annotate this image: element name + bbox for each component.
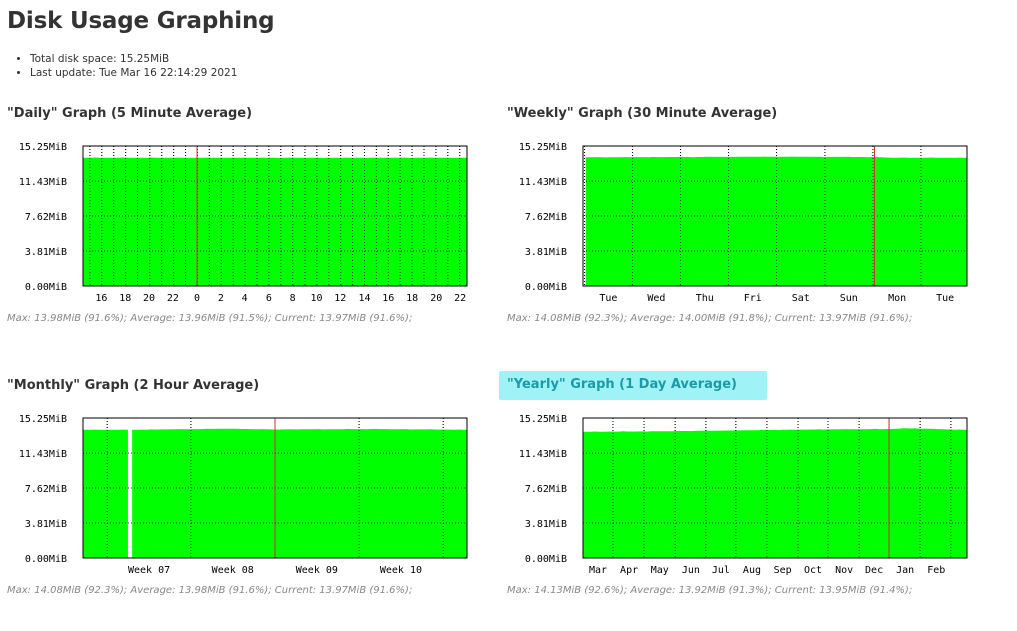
monthly-plot-border: [82, 417, 468, 559]
daily-x-tick-label: 0: [194, 293, 200, 304]
yearly-y-tick-label: 7.62MiB: [525, 484, 567, 495]
monthly-data-gap: [127, 419, 133, 558]
yearly-y-tick-label: 15.25MiB: [519, 414, 567, 425]
weekly-y-tick-label: 15.25MiB: [519, 142, 567, 153]
weekly-x-tick-label: Thu: [696, 293, 714, 304]
monthly-y-tick-label: 0.00MiB: [25, 554, 67, 565]
monthly-y-tick-label: 7.62MiB: [25, 484, 67, 495]
weekly-y-tick-label: 0.00MiB: [525, 282, 567, 293]
yearly-x-tick-label: Aug: [743, 565, 761, 576]
monthly-graph-title: "Monthly" Graph (2 Hour Average): [7, 378, 260, 393]
monthly-x-tick-label: Week 10: [380, 565, 422, 576]
yearly-y-tick-label: 0.00MiB: [525, 554, 567, 565]
weekly-graph-stats: Max: 14.08MiB (92.3%); Average: 14.00MiB…: [507, 313, 913, 324]
yearly-y-tick-label: 11.43MiB: [519, 449, 567, 460]
yearly-x-tick-label: Jun: [682, 565, 700, 576]
monthly-y-tick-label: 3.81MiB: [25, 519, 67, 530]
daily-graph-stats: Max: 13.98MiB (91.6%); Average: 13.96MiB…: [7, 313, 413, 324]
yearly-x-tick-label: Apr: [620, 565, 638, 576]
daily-x-tick-label: 14: [358, 293, 370, 304]
weekly-x-tick-label: Fri: [744, 293, 762, 304]
monthly-graph-chart: 0.00MiB 3.81MiB 7.62MiB 11.43MiB 15.25MiB Wee…: [19, 414, 468, 576]
yearly-usage-area: [583, 428, 967, 558]
info-list: Total disk space: 15.25MiB Last update: …: [30, 52, 237, 80]
yearly-graph-panel: "Yearly" Graph (1 Day Average) 0.00MiB 3.…: [499, 371, 1007, 618]
daily-graph-panel: "Daily" Graph (5 Minute Average) 0.00MiB…: [7, 106, 507, 346]
weekly-x-tick-label: Mon: [888, 293, 906, 304]
weekly-plot-border: [582, 145, 968, 287]
yearly-graph-chart: 0.00MiB 3.81MiB 7.62MiB 11.43MiB 15.25MiB Mar…: [519, 414, 968, 576]
yearly-x-tick-label: Jan: [896, 565, 914, 576]
daily-y-tick-label: 0.00MiB: [25, 282, 67, 293]
daily-x-tick-label: 22: [167, 293, 179, 304]
weekly-y-tick-label: 3.81MiB: [525, 247, 567, 258]
daily-x-tick-label: 22: [454, 293, 466, 304]
weekly-graph-title: "Weekly" Graph (30 Minute Average): [507, 106, 778, 121]
monthly-graph-panel: "Monthly" Graph (2 Hour Average) 0.00MiB…: [7, 378, 507, 618]
daily-y-tick-label: 7.62MiB: [25, 212, 67, 223]
weekly-x-tick-label: Tue: [936, 293, 954, 304]
daily-x-tick-label: 18: [406, 293, 418, 304]
yearly-x-tick-label: Mar: [589, 565, 607, 576]
yearly-x-tick-label: Feb: [927, 565, 945, 576]
daily-graph-title: "Daily" Graph (5 Minute Average): [7, 106, 253, 121]
daily-graph-chart: 0.00MiB 3.81MiB 7.62MiB 11.43MiB 15.25MiB 16 1…: [19, 142, 468, 304]
weekly-y-tick-label: 7.62MiB: [525, 212, 567, 223]
monthly-y-tick-label: 11.43MiB: [19, 449, 67, 460]
weekly-x-tick-label: Tue: [599, 293, 617, 304]
daily-x-tick-label: 16: [95, 293, 107, 304]
yearly-x-tick-label: Sep: [774, 565, 792, 576]
daily-x-tick-label: 16: [382, 293, 394, 304]
daily-x-tick-label: 6: [266, 293, 272, 304]
monthly-graph-stats: Max: 14.08MiB (92.3%); Average: 13.98MiB…: [7, 585, 413, 596]
yearly-x-tick-label: Jul: [712, 565, 730, 576]
weekly-graph-chart: 0.00MiB 3.81MiB 7.62MiB 11.43MiB 15.25MiB Tue…: [519, 142, 968, 304]
yearly-y-tick-label: 3.81MiB: [525, 519, 567, 530]
yearly-x-tick-label: Oct: [804, 565, 822, 576]
yearly-x-tick-label: Dec: [865, 565, 883, 576]
yearly-x-tick-label: May: [651, 565, 669, 576]
yearly-plot-border: [582, 417, 968, 559]
daily-x-tick-label: 4: [242, 293, 248, 304]
daily-x-tick-label: 8: [290, 293, 296, 304]
weekly-x-tick-label: Wed: [647, 293, 665, 304]
weekly-x-tick-label: Sun: [840, 293, 858, 304]
weekly-x-tick-label: Sat: [792, 293, 810, 304]
daily-usage-area: [83, 157, 467, 286]
weekly-y-tick-label: 11.43MiB: [519, 177, 567, 188]
daily-x-tick-label: 10: [310, 293, 322, 304]
monthly-y-tick-label: 15.25MiB: [19, 414, 67, 425]
daily-x-tick-label: 12: [334, 293, 346, 304]
daily-x-tick-label: 20: [430, 293, 442, 304]
monthly-x-tick-label: Week 09: [296, 565, 338, 576]
yearly-graph-title: "Yearly" Graph (1 Day Average): [499, 371, 767, 400]
daily-y-tick-label: 15.25MiB: [19, 142, 67, 153]
total-disk-space: Total disk space: 15.25MiB: [30, 52, 237, 66]
daily-y-tick-label: 11.43MiB: [19, 177, 67, 188]
yearly-graph-stats: Max: 14.13MiB (92.6%); Average: 13.92MiB…: [507, 585, 913, 596]
last-update: Last update: Tue Mar 16 22:14:29 2021: [30, 66, 237, 80]
monthly-x-tick-label: Week 07: [128, 565, 170, 576]
daily-plot-border: [82, 145, 468, 287]
monthly-x-tick-label: Week 08: [212, 565, 254, 576]
daily-x-tick-label: 2: [218, 293, 224, 304]
daily-y-tick-label: 3.81MiB: [25, 247, 67, 258]
daily-x-tick-label: 20: [143, 293, 155, 304]
page-title: Disk Usage Graphing: [7, 8, 275, 34]
yearly-x-tick-label: Nov: [835, 565, 853, 576]
weekly-graph-panel: "Weekly" Graph (30 Minute Average) 0.00M…: [507, 106, 1007, 346]
daily-x-tick-label: 18: [119, 293, 131, 304]
